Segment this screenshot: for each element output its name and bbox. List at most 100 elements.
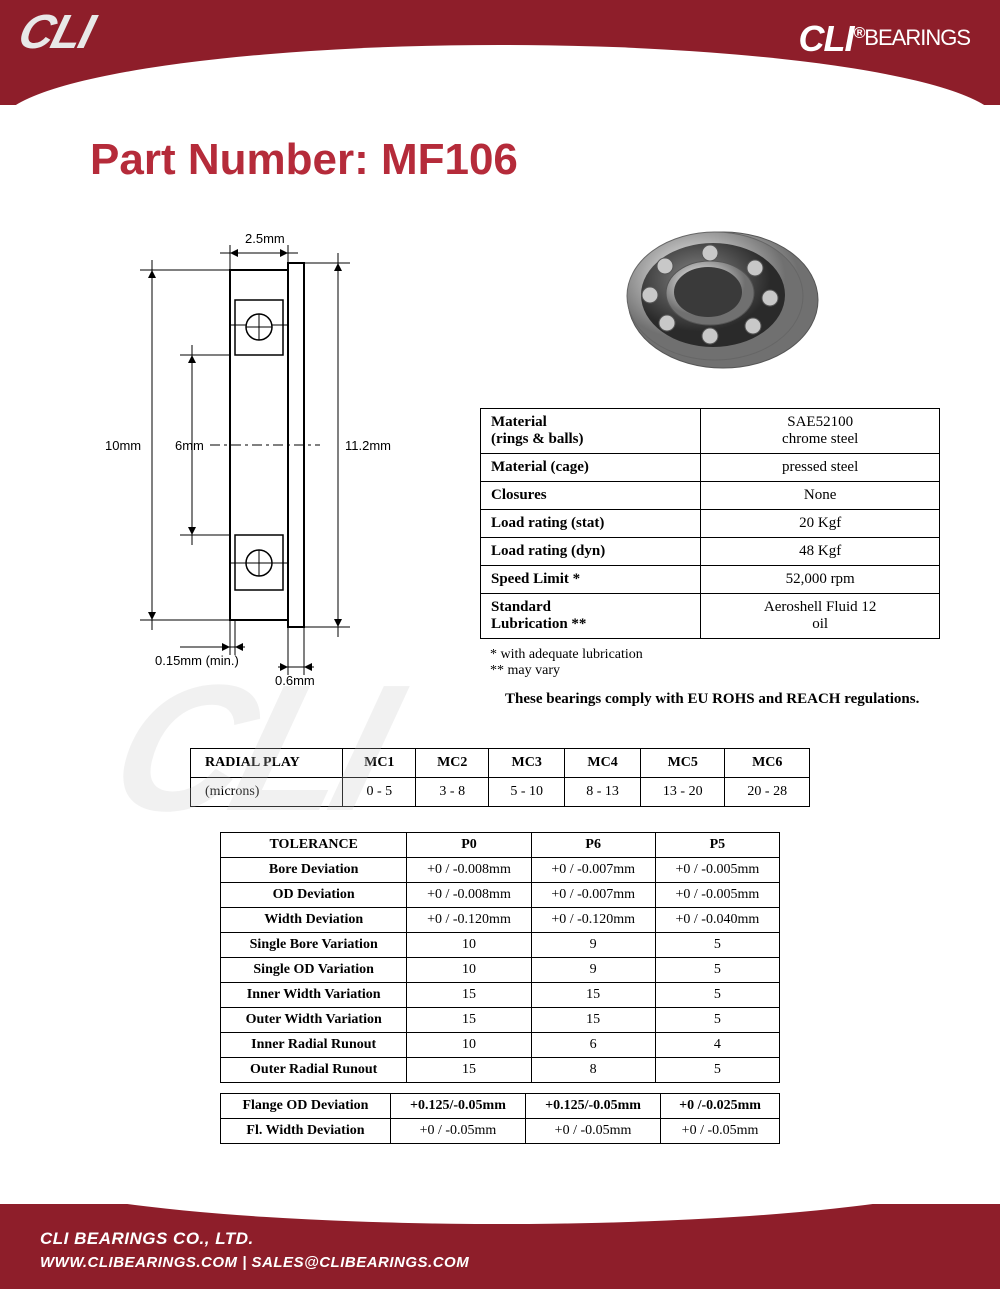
dim-flange-w: 0.6mm <box>275 673 315 685</box>
tolerance-cell: Outer Radial Runout <box>221 1058 407 1083</box>
tolerance-cell: +0 / -0.007mm <box>531 883 655 908</box>
footer-company: CLI BEARINGS CO., LTD. <box>40 1229 254 1249</box>
dim-chamfer: 0.15mm (min.) <box>155 653 239 668</box>
header-logo-right: CLI®BEARINGS <box>799 18 971 60</box>
header: CLI CLI®BEARINGS <box>0 0 1000 105</box>
tolerance-cell: +0 / -0.005mm <box>655 883 779 908</box>
spec-value: None <box>701 482 940 510</box>
radial-cell: MC6 <box>725 749 810 778</box>
header-logo-left: CLI <box>13 5 99 60</box>
tolerance-cell: 15 <box>531 983 655 1008</box>
part-title: Part Number: MF106 <box>90 135 940 185</box>
tolerance-cell: P5 <box>655 833 779 858</box>
tolerance-cell: 5 <box>655 958 779 983</box>
radial-cell: MC3 <box>489 749 565 778</box>
tolerance-cell: 10 <box>407 933 531 958</box>
tolerance-cell: +0 / -0.120mm <box>407 908 531 933</box>
tolerance-cell: Flange OD Deviation <box>221 1094 391 1119</box>
tolerance-cell: +0 / -0.05mm <box>661 1119 780 1144</box>
tolerance-cell: 6 <box>531 1033 655 1058</box>
tolerance-cell: Width Deviation <box>221 908 407 933</box>
tolerance-cell: P0 <box>407 833 531 858</box>
tolerance-cell: Single OD Variation <box>221 958 407 983</box>
tolerance-cell: Single Bore Variation <box>221 933 407 958</box>
tolerance-table-2: Flange OD Deviation+0.125/-0.05mm+0.125/… <box>220 1093 780 1144</box>
radial-cell: 8 - 13 <box>565 778 641 807</box>
tolerance-cell: 8 <box>531 1058 655 1083</box>
radial-cell: 0 - 5 <box>343 778 416 807</box>
tolerance-cell: Outer Width Variation <box>221 1008 407 1033</box>
tolerance-cell: +0.125/-0.05mm <box>390 1094 525 1119</box>
right-column: Material(rings & balls)SAE52100chrome st… <box>480 215 940 708</box>
tolerance-cell: 9 <box>531 933 655 958</box>
radial-cell: MC5 <box>641 749 725 778</box>
technical-diagram: 2.5mm 10mm 6mm <box>60 215 440 708</box>
tolerance-cell: Inner Radial Runout <box>221 1033 407 1058</box>
spec-value: 48 Kgf <box>701 538 940 566</box>
spec-value: SAE52100chrome steel <box>701 409 940 454</box>
dim-outer: 10mm <box>105 438 141 453</box>
tolerance-cell: +0 /-0.025mm <box>661 1094 780 1119</box>
footer-contact: WWW.CLIBEARINGS.COM | SALES@CLIBEARINGS.… <box>40 1254 469 1271</box>
tolerance-cell: +0 / -0.120mm <box>531 908 655 933</box>
tolerance-cell: Bore Deviation <box>221 858 407 883</box>
footnote-2: ** may vary <box>490 663 940 679</box>
spec-label: Material(rings & balls) <box>481 409 701 454</box>
spec-value: Aeroshell Fluid 12oil <box>701 594 940 639</box>
tolerance-cell: 15 <box>407 1058 531 1083</box>
radial-cell: (microns) <box>191 778 343 807</box>
logo-reg: ® <box>854 25 865 42</box>
radial-cell: 20 - 28 <box>725 778 810 807</box>
content: CLI Part Number: MF106 <box>0 105 1000 1204</box>
dim-top: 2.5mm <box>245 231 285 246</box>
tolerance-cell: 15 <box>407 1008 531 1033</box>
tolerance-cell: +0 / -0.007mm <box>531 858 655 883</box>
spec-label: Closures <box>481 482 701 510</box>
footnote-1: * with adequate lubrication <box>490 647 940 663</box>
tolerance-cell: OD Deviation <box>221 883 407 908</box>
spec-value: pressed steel <box>701 454 940 482</box>
tolerance-cell: Fl. Width Deviation <box>221 1119 391 1144</box>
tolerance-cell: 15 <box>407 983 531 1008</box>
spec-value: 52,000 rpm <box>701 566 940 594</box>
tolerance-cell: TOLERANCE <box>221 833 407 858</box>
dim-inner: 6mm <box>175 438 204 453</box>
tolerance-cell: +0 / -0.05mm <box>526 1119 661 1144</box>
tolerance-cell: 5 <box>655 983 779 1008</box>
footnotes: * with adequate lubrication ** may vary <box>490 647 940 679</box>
radial-cell: 3 - 8 <box>416 778 489 807</box>
logo-bearings: BEARINGS <box>864 25 970 50</box>
radial-cell: MC1 <box>343 749 416 778</box>
tolerance-cell: 5 <box>655 1058 779 1083</box>
tolerance-cell: +0 / -0.008mm <box>407 858 531 883</box>
tolerance-cell: +0.125/-0.05mm <box>526 1094 661 1119</box>
spec-label: Load rating (dyn) <box>481 538 701 566</box>
tolerance-cell: Inner Width Variation <box>221 983 407 1008</box>
tolerance-cell: 15 <box>531 1008 655 1033</box>
tolerance-cell: 5 <box>655 933 779 958</box>
logo-cli: CLI <box>799 18 854 59</box>
radial-cell: MC4 <box>565 749 641 778</box>
spec-label: Load rating (stat) <box>481 510 701 538</box>
tolerance-cell: P6 <box>531 833 655 858</box>
footer-swoosh <box>0 1204 1000 1224</box>
radial-cell: 13 - 20 <box>641 778 725 807</box>
tolerance-table-1: TOLERANCEP0P6P5 Bore Deviation+0 / -0.008… <box>220 832 780 1083</box>
tolerance-cell: 5 <box>655 1008 779 1033</box>
dim-flange-od: 11.2mm <box>345 438 391 453</box>
tolerance-cell: +0 / -0.05mm <box>390 1119 525 1144</box>
footer: CLI BEARINGS CO., LTD. WWW.CLIBEARINGS.C… <box>0 1204 1000 1289</box>
tolerance-cell: +0 / -0.040mm <box>655 908 779 933</box>
tolerance-cell: 10 <box>407 958 531 983</box>
radial-cell: 5 - 10 <box>489 778 565 807</box>
tolerance-cell: 4 <box>655 1033 779 1058</box>
specs-table: Material(rings & balls)SAE52100chrome st… <box>480 408 940 639</box>
tolerance-cell: 10 <box>407 1033 531 1058</box>
tolerance-cell: 9 <box>531 958 655 983</box>
spec-label: Material (cage) <box>481 454 701 482</box>
top-section: 2.5mm 10mm 6mm <box>60 215 940 708</box>
compliance: These bearings comply with EU ROHS and R… <box>505 691 940 708</box>
tolerance-cell: +0 / -0.008mm <box>407 883 531 908</box>
spec-label: StandardLubrication ** <box>481 594 701 639</box>
spec-label: Speed Limit * <box>481 566 701 594</box>
